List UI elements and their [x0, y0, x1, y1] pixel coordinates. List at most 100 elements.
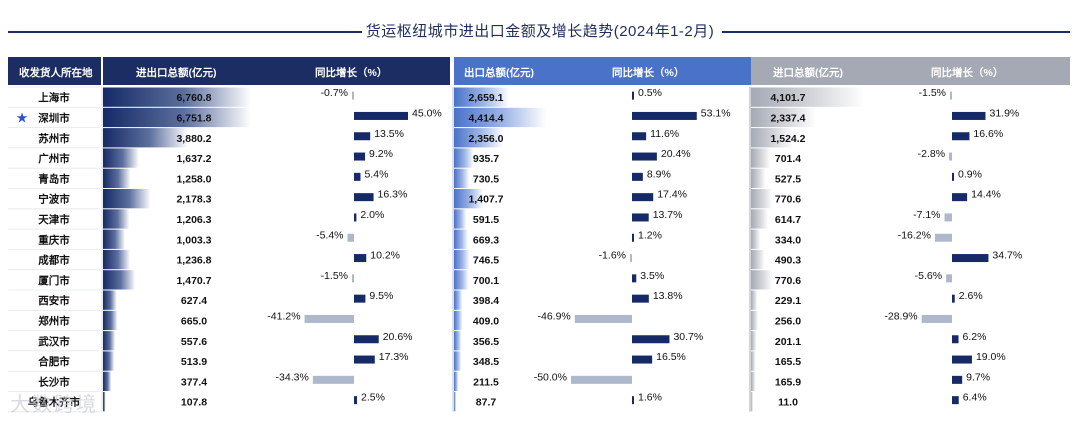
export-growth-bar	[632, 213, 649, 222]
import-growth-bar	[949, 152, 952, 161]
total-growth-label: -34.3%	[276, 371, 309, 383]
export-value-bar	[454, 189, 484, 209]
import-growth-label: -28.9%	[884, 310, 917, 322]
export-growth-label: 20.4%	[661, 148, 691, 160]
total-value-label: 6,760.8	[176, 92, 211, 104]
total-value-bar	[103, 107, 251, 128]
city-label: 成都市	[38, 254, 70, 267]
export-growth-label: 11.6%	[650, 128, 679, 140]
total-value-label: 627.4	[181, 295, 207, 307]
export-value-bar	[454, 209, 467, 229]
total-growth-bar	[354, 193, 374, 202]
total-growth-label: -0.7%	[321, 87, 348, 99]
export-value-bar	[454, 168, 470, 188]
import-growth-bar	[952, 132, 970, 141]
export-growth-bar	[632, 193, 654, 202]
import-value-label: 165.9	[775, 376, 801, 388]
export-growth-label: -50.0%	[534, 371, 567, 383]
import-growth-bar	[952, 111, 986, 120]
import-growth-bar	[944, 213, 952, 222]
import-value-bar	[751, 229, 761, 249]
import-growth-label: -5.6%	[915, 270, 942, 282]
import-value-label: 201.1	[775, 336, 801, 348]
import-value-bar	[751, 290, 758, 310]
total-value-label: 6,751.8	[176, 112, 211, 124]
total-growth-bar	[354, 111, 408, 120]
import-value-label: 4,101.7	[770, 92, 805, 104]
export-growth-bar	[632, 91, 634, 100]
total-value-bar	[103, 270, 136, 290]
export-growth-label: 1.2%	[638, 229, 662, 241]
import-value-label: 490.3	[775, 255, 801, 267]
header-export-growth: 同比增长（%）	[612, 67, 685, 79]
export-value-label: 746.5	[473, 255, 499, 267]
total-growth-label: -1.5%	[321, 270, 348, 282]
city-label: 郑州市	[38, 314, 70, 327]
city-label: 厦门市	[38, 274, 70, 287]
total-value-bar	[103, 290, 117, 310]
total-value-label: 3,880.2	[176, 133, 211, 145]
header-export-value: 出口总额(亿元)	[464, 67, 534, 79]
header-total-growth: 同比增长（%）	[315, 67, 388, 79]
export-value-bar	[454, 270, 469, 290]
total-growth-label: 2.5%	[361, 392, 385, 404]
export-value-label: 730.5	[473, 173, 499, 185]
export-value-label: 1,407.7	[468, 194, 503, 206]
total-growth-label: 13.5%	[374, 128, 404, 140]
export-growth-label: 8.9%	[647, 168, 671, 180]
total-value-label: 1,206.3	[176, 214, 211, 226]
total-growth-label: 5.4%	[364, 168, 388, 180]
import-growth-bar	[952, 396, 959, 405]
import-value-label: 2,337.4	[770, 112, 805, 124]
total-growth-label: -5.4%	[316, 229, 343, 241]
total-value-bar	[103, 310, 118, 331]
import-value-bar	[751, 87, 865, 107]
total-value-label: 1,003.3	[176, 234, 211, 246]
total-value-bar	[103, 148, 139, 168]
total-value-bar	[103, 189, 151, 209]
total-value-bar	[103, 351, 115, 371]
total-value-label: 1,258.0	[176, 173, 211, 185]
total-value-label: 557.6	[181, 336, 207, 348]
export-value-bar	[454, 290, 463, 310]
export-growth-label: 17.4%	[657, 189, 687, 201]
total-growth-bar	[352, 274, 354, 283]
import-value-label: 256.0	[775, 315, 801, 327]
total-growth-label: 9.2%	[369, 148, 393, 160]
import-growth-bar	[946, 274, 952, 283]
import-value-bar	[751, 189, 773, 209]
export-growth-label: 53.1%	[701, 107, 731, 119]
city-label: 乌鲁木齐市	[28, 396, 81, 409]
export-value-label: 211.5	[473, 376, 499, 388]
import-value-bar	[751, 371, 756, 391]
total-value-label: 2,178.3	[176, 194, 211, 206]
export-value-bar	[454, 392, 456, 412]
export-growth-label: -46.9%	[538, 310, 571, 322]
export-value-bar	[454, 249, 470, 270]
export-value-label: 4,414.4	[468, 112, 503, 124]
header-city: 收发货人所在地	[8, 57, 101, 85]
import-growth-bar	[934, 233, 952, 242]
export-value-label: 398.4	[473, 295, 499, 307]
city-label: 上海市	[38, 91, 70, 104]
highlight-star-icon: ★	[16, 109, 29, 125]
export-value-bar	[454, 371, 459, 391]
header-total-group: 进出口总额(亿元) 同比增长（%）	[103, 57, 450, 85]
import-value-bar	[751, 392, 753, 412]
total-growth-label: 16.3%	[378, 189, 408, 201]
export-value-bar	[454, 310, 463, 331]
export-value-label: 87.7	[476, 397, 497, 409]
import-value-bar	[751, 148, 771, 168]
export-value-label: 2,659.1	[468, 92, 503, 104]
export-value-bar	[454, 229, 468, 249]
import-value-label: 1,524.2	[770, 133, 805, 145]
total-growth-bar	[354, 152, 366, 161]
export-growth-bar	[632, 152, 657, 161]
total-growth-label: -41.2%	[267, 310, 300, 322]
city-label: 苏州市	[38, 132, 70, 145]
total-value-bar	[103, 168, 131, 188]
total-growth-bar	[354, 355, 375, 364]
export-growth-label: 3.5%	[640, 270, 664, 282]
import-growth-label: 2.6%	[959, 290, 983, 302]
